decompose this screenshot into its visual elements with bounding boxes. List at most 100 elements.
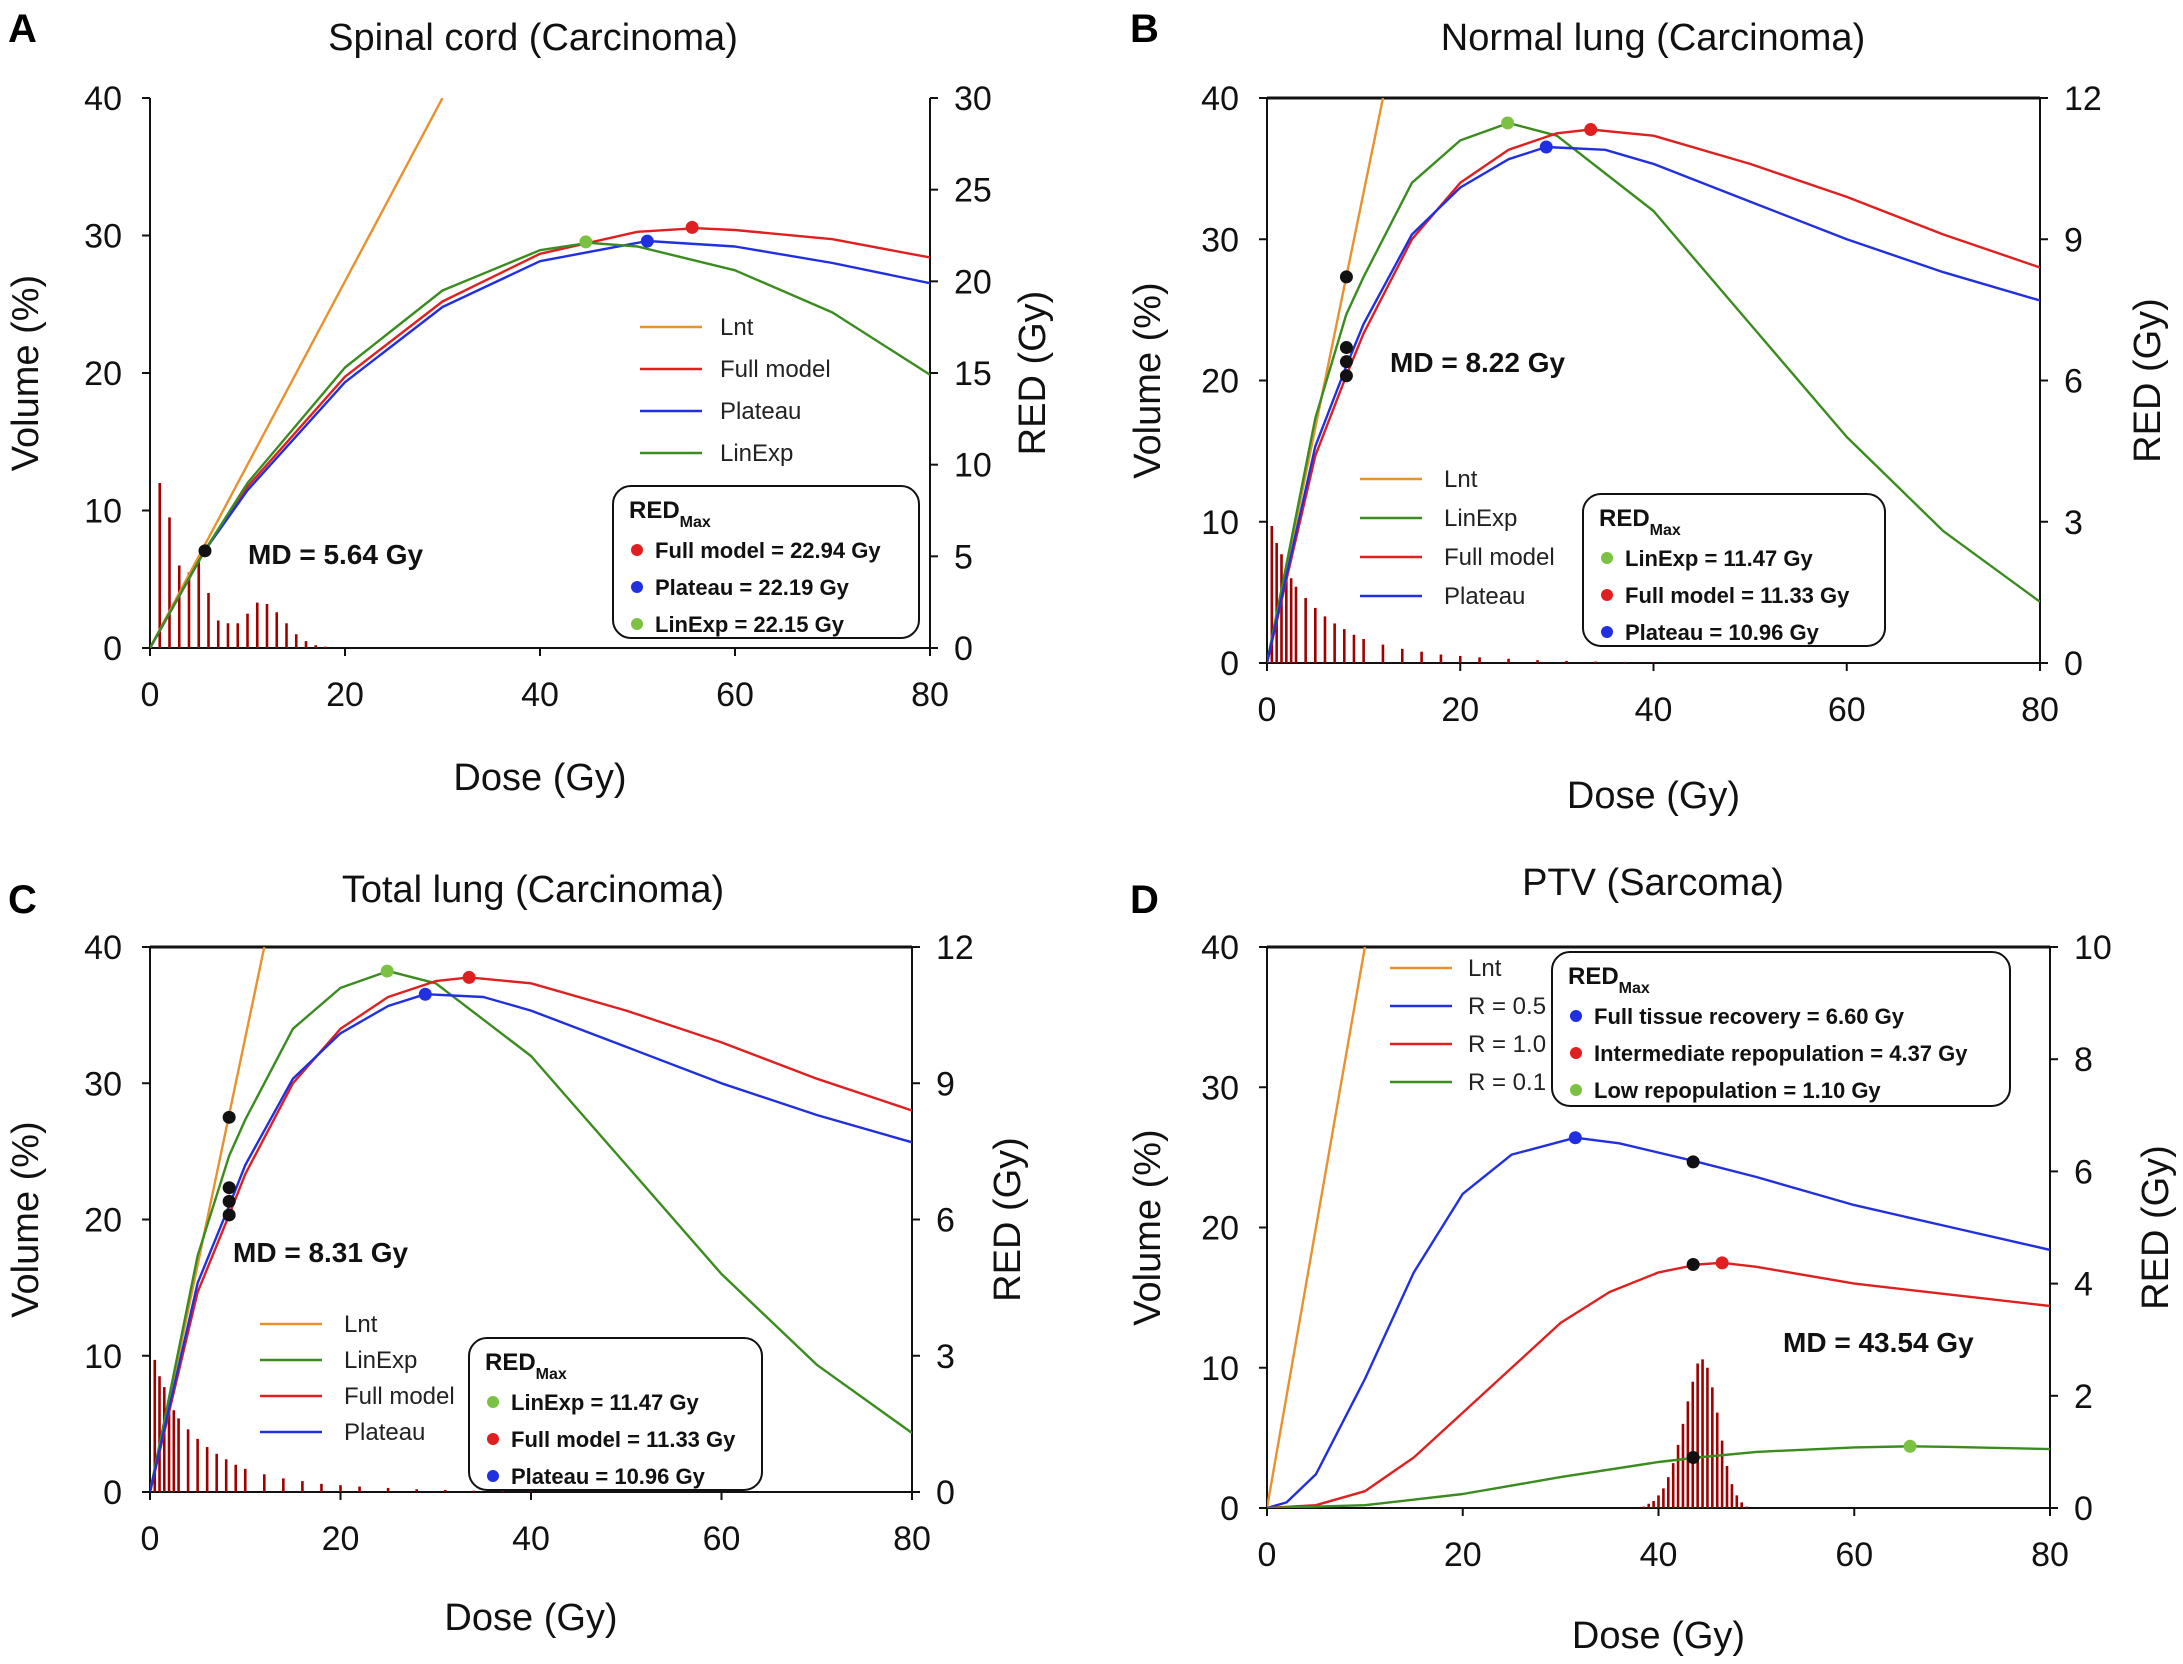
x-tick-label: 80 bbox=[893, 1520, 931, 1558]
y2-tick-label: 8 bbox=[2074, 1041, 2093, 1079]
red-max-box: REDMax LinExp = 11.47 Gy Full model = 11.3… bbox=[468, 1337, 763, 1491]
data-marker bbox=[198, 544, 212, 558]
x-tick-label: 60 bbox=[703, 1520, 741, 1558]
red-max-title-main: RED bbox=[1599, 505, 1650, 532]
y-tick-label: 20 bbox=[84, 1202, 122, 1240]
red-max-dot bbox=[1601, 626, 1613, 638]
y2-tick-label: 0 bbox=[936, 1474, 955, 1512]
y-tick-label: 30 bbox=[1201, 221, 1239, 259]
md-annotation: MD = 43.54 Gy bbox=[1783, 1327, 1974, 1358]
red-max-dot bbox=[1570, 1047, 1582, 1059]
x-tick-label: 20 bbox=[1444, 1536, 1482, 1574]
panel-label: C bbox=[8, 878, 37, 922]
x-tick-label: 80 bbox=[2031, 1536, 2069, 1574]
red-max-title: REDMax bbox=[1568, 963, 1650, 997]
series-r-1-0 bbox=[1267, 1261, 2050, 1508]
series-linexp bbox=[150, 241, 930, 648]
y2-tick-label: 2 bbox=[2074, 1378, 2093, 1416]
red-max-frame bbox=[468, 1337, 763, 1491]
legend-item-label: R = 0.1 bbox=[1468, 1069, 1546, 1096]
data-marker bbox=[1568, 1131, 1582, 1145]
y2-tick-label: 6 bbox=[2064, 363, 2083, 401]
y2-tick-label: 10 bbox=[954, 447, 992, 485]
legend-item-label: R = 1.0 bbox=[1468, 1031, 1546, 1058]
legend: Lnt LinExp Full model Plateau bbox=[1360, 466, 1555, 610]
y2-tick-label: 5 bbox=[954, 538, 973, 576]
legend-item-label: LinExp bbox=[344, 1347, 417, 1374]
red-max-item: LinExp = 22.15 Gy bbox=[655, 612, 845, 637]
red-max-title-main: RED bbox=[1568, 963, 1619, 990]
y2-axis-label: RED (Gy) bbox=[1012, 291, 1054, 456]
panel-d: D PTV (Sarcoma)0 20 40 60 800102030400246810D… bbox=[1127, 862, 2177, 1657]
data-marker bbox=[1715, 1256, 1729, 1270]
y-tick-label: 40 bbox=[1201, 929, 1239, 967]
y-tick-label: 10 bbox=[84, 493, 122, 531]
data-marker bbox=[222, 1110, 236, 1124]
y-tick-label: 40 bbox=[84, 80, 122, 118]
panel-label: A bbox=[8, 7, 37, 51]
red-max-box: REDMax Full model = 22.94 Gy Plateau = 22.… bbox=[612, 485, 920, 639]
y-tick-label: 30 bbox=[84, 1065, 122, 1103]
y-tick-label: 10 bbox=[84, 1338, 122, 1376]
y2-tick-label: 0 bbox=[954, 630, 973, 668]
legend-item-label: Lnt bbox=[344, 1311, 378, 1338]
data-marker bbox=[1339, 270, 1353, 284]
chart-title: Spinal cord (Carcinoma) bbox=[328, 17, 738, 59]
legend: Lnt R = 0.5 R = 1.0 R = 0.1 bbox=[1390, 955, 1546, 1096]
data-marker bbox=[1339, 369, 1353, 383]
red-max-item: LinExp = 11.47 Gy bbox=[1625, 546, 1813, 571]
red-max-item: Plateau = 10.96 Gy bbox=[1625, 620, 1820, 645]
x-tick-label: 40 bbox=[512, 1520, 550, 1558]
red-max-frame bbox=[612, 485, 920, 639]
x-tick-label: 60 bbox=[1835, 1536, 1873, 1574]
y-tick-label: 10 bbox=[1201, 504, 1239, 542]
legend-item-label: Full model bbox=[1444, 544, 1555, 571]
plot-area bbox=[150, 947, 912, 1492]
red-max-title-main: RED bbox=[485, 1349, 536, 1376]
x-axis-label: Dose (Gy) bbox=[453, 757, 626, 799]
data-marker bbox=[1686, 1258, 1700, 1272]
data-marker bbox=[685, 220, 699, 234]
y-tick-label: 0 bbox=[103, 1474, 122, 1512]
x-tick-label: 60 bbox=[1828, 691, 1866, 729]
chart-title: PTV (Sarcoma) bbox=[1522, 862, 1784, 904]
legend: Lnt LinExp Full model Plateau bbox=[260, 1311, 455, 1446]
panel-a: A Spinal cord (Carcinoma)0 20 40 60 800102030… bbox=[5, 7, 1054, 799]
red-max-title-sub: Max bbox=[680, 514, 711, 531]
y2-tick-label: 3 bbox=[2064, 504, 2083, 542]
panel-c: C Total lung (Carcinoma)0 20 40 60 8001020304… bbox=[5, 869, 1029, 1639]
series-lnt bbox=[150, 98, 444, 648]
y2-tick-label: 20 bbox=[954, 263, 992, 301]
y2-tick-label: 12 bbox=[936, 929, 974, 967]
x-axis-label: Dose (Gy) bbox=[1567, 775, 1740, 817]
x-tick-label: 0 bbox=[141, 1520, 160, 1558]
x-tick-label: 20 bbox=[326, 676, 364, 714]
legend-item-label: Plateau bbox=[720, 398, 801, 425]
x-tick-label: 80 bbox=[2021, 691, 2059, 729]
red-max-box: REDMax Full tissue recovery = 6.60 Gy Inte… bbox=[1551, 951, 2011, 1107]
legend-item-label: LinExp bbox=[1444, 505, 1517, 532]
red-max-dot bbox=[1570, 1084, 1582, 1096]
data-marker bbox=[1686, 1451, 1700, 1465]
y-tick-label: 30 bbox=[1201, 1069, 1239, 1107]
y-tick-label: 30 bbox=[84, 218, 122, 256]
x-axis-label: Dose (Gy) bbox=[1572, 1615, 1745, 1657]
series-full-model bbox=[150, 976, 912, 1492]
data-marker bbox=[418, 987, 432, 1001]
red-max-dot bbox=[631, 544, 643, 556]
x-tick-label: 40 bbox=[1635, 691, 1673, 729]
data-marker bbox=[1539, 140, 1553, 154]
y2-tick-label: 25 bbox=[954, 172, 992, 210]
data-marker bbox=[579, 235, 593, 249]
y2-tick-label: 30 bbox=[954, 80, 992, 118]
red-max-item: Plateau = 10.96 Gy bbox=[511, 1464, 706, 1489]
y-axis-label: Volume (%) bbox=[1127, 282, 1169, 478]
y-tick-label: 20 bbox=[1201, 363, 1239, 401]
red-max-dot bbox=[631, 581, 643, 593]
red-max-item: Low repopulation = 1.10 Gy bbox=[1594, 1078, 1881, 1103]
legend-item-label: R = 0.5 bbox=[1468, 993, 1546, 1020]
y2-tick-label: 9 bbox=[936, 1065, 955, 1103]
y-axis-label: Volume (%) bbox=[1127, 1129, 1169, 1325]
series-lnt bbox=[1267, 947, 1367, 1508]
data-marker bbox=[1501, 116, 1515, 130]
